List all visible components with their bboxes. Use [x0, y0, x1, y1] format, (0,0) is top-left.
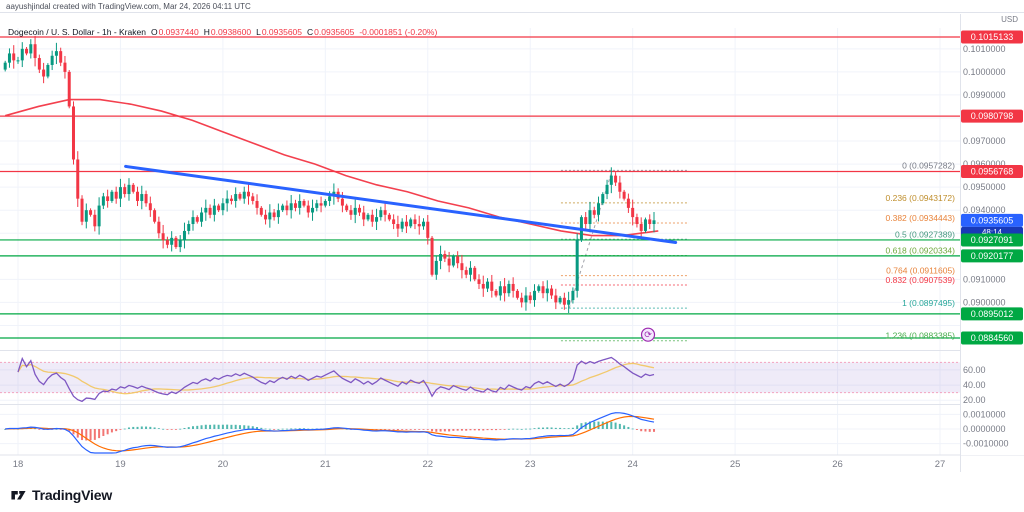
svg-text:19: 19 [115, 459, 126, 470]
svg-text:0.0920177: 0.0920177 [971, 251, 1014, 261]
svg-text:0.0970000: 0.0970000 [963, 136, 1006, 146]
rsi-band [0, 361, 960, 394]
svg-text:0.1010000: 0.1010000 [963, 44, 1006, 54]
macd-lines [5, 412, 655, 454]
svg-text:24: 24 [627, 459, 638, 470]
svg-text:27: 27 [935, 459, 946, 470]
svg-text:26: 26 [832, 459, 843, 470]
svg-text:0.0940000: 0.0940000 [963, 205, 1006, 215]
svg-text:20: 20 [218, 459, 229, 470]
badge-support-1: 0.0927091 [961, 233, 1023, 247]
svg-text:0.0884560: 0.0884560 [971, 333, 1014, 343]
svg-text:25: 25 [730, 459, 741, 470]
svg-text:0.0980798: 0.0980798 [971, 111, 1014, 121]
candlestick-series [3, 35, 656, 313]
svg-text:48:14: 48:14 [982, 228, 1003, 237]
svg-text:0.0990000: 0.0990000 [963, 90, 1006, 100]
ma-line [4, 98, 659, 237]
badge-resistance-1: 0.1015133 [961, 30, 1023, 44]
svg-text:0.0956768: 0.0956768 [971, 167, 1014, 177]
svg-text:0.0010000: 0.0010000 [963, 409, 1006, 419]
svg-text:21: 21 [320, 459, 331, 470]
rsi-plot [17, 356, 655, 403]
svg-text:1 (0.0897495): 1 (0.0897495) [902, 298, 955, 308]
circular-arrows-icon[interactable]: ⟳ [640, 327, 656, 342]
svg-text:0.1000000: 0.1000000 [963, 67, 1006, 77]
badge-support-3: 0.0895012 [961, 307, 1023, 321]
svg-text:0.832 (0.0907539): 0.832 (0.0907539) [886, 275, 956, 285]
fib-labels: 0 (0.0957282) 0.236 (0.0943172) 0.382 (0.0… [886, 160, 956, 340]
svg-text:⟳: ⟳ [644, 330, 652, 340]
svg-text:-0.0010000: -0.0010000 [963, 439, 1009, 449]
svg-text:0.0935605: 0.0935605 [971, 215, 1014, 225]
svg-text:0.0910000: 0.0910000 [963, 274, 1006, 284]
attribution-text: aayushjindal created with TradingView.co… [6, 2, 251, 11]
svg-text:0 (0.0957282): 0 (0.0957282) [902, 160, 955, 170]
badge-resistance-2: 0.0980798 [961, 109, 1023, 123]
svg-text:23: 23 [525, 459, 536, 470]
svg-text:0.236 (0.0943172): 0.236 (0.0943172) [886, 193, 956, 203]
ohlc-open: O0.0937440 [150, 27, 199, 37]
svg-text:0.1015133: 0.1015133 [971, 32, 1014, 42]
svg-text:60.00: 60.00 [963, 365, 986, 375]
time-axis[interactable]: 18 19 20 21 22 23 24 25 26 27 [0, 456, 960, 472]
ohlc-low: L0.0935605 [256, 27, 303, 37]
svg-text:0.0960000: 0.0960000 [963, 159, 1006, 169]
tradingview-logo-text: TradingView [32, 486, 113, 503]
axis-currency-label: USD [1001, 15, 1018, 24]
svg-text:0.382 (0.0934443): 0.382 (0.0934443) [886, 213, 956, 223]
change-value: -0.0001851 (-0.20%) [359, 27, 438, 37]
price-axis[interactable]: USD 0.1010000 0.1000000 0.0990000 0.0970000 0… [960, 14, 1024, 472]
pane-separators [0, 350, 1024, 456]
tradingview-logo[interactable]: TradingView [10, 486, 112, 503]
svg-text:22: 22 [422, 459, 433, 470]
tradingview-logo-icon [11, 490, 26, 500]
svg-text:0.0927091: 0.0927091 [971, 235, 1014, 245]
svg-text:40.00: 40.00 [963, 380, 986, 390]
symbol-legend: Dogecoin / U. S. Dollar - 1h - Kraken O0… [8, 27, 437, 37]
svg-text:0.0895012: 0.0895012 [971, 309, 1014, 319]
ohlc-close: C0.0935605 [307, 27, 355, 37]
badge-support-2: 0.0920177 [961, 249, 1023, 263]
symbol-title: Dogecoin / U. S. Dollar - 1h - Kraken [8, 27, 146, 37]
badge-support-4: 0.0884560 [961, 331, 1023, 345]
svg-text:0.0900000: 0.0900000 [963, 297, 1006, 307]
svg-text:1.236 (0.0883385): 1.236 (0.0883385) [886, 331, 956, 341]
chart-canvas[interactable]: ⟳ 0 (0.0957282) 0.236 (0.0943172) 0.382 (0.… [0, 14, 1024, 472]
svg-text:0.5 (0.0927389): 0.5 (0.0927389) [895, 229, 955, 239]
ohlc-high: H0.0938600 [203, 27, 252, 37]
svg-text:0.764 (0.0911605): 0.764 (0.0911605) [886, 266, 955, 276]
attribution-bar: aayushjindal created with TradingView.co… [0, 0, 1024, 13]
trendline [124, 164, 678, 244]
svg-text:20.00: 20.00 [963, 395, 986, 405]
badge-resistance-3: 0.0956768 [961, 165, 1023, 179]
horizontal-levels [0, 36, 960, 339]
svg-text:0.0950000: 0.0950000 [963, 182, 1006, 192]
svg-text:0.618 (0.0920334): 0.618 (0.0920334) [886, 246, 956, 256]
svg-text:0.0000000: 0.0000000 [963, 424, 1006, 434]
svg-text:18: 18 [13, 459, 24, 470]
